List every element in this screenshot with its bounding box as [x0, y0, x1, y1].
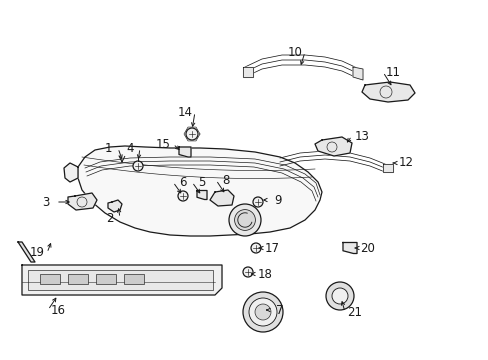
- Polygon shape: [197, 190, 206, 199]
- Polygon shape: [314, 137, 351, 156]
- Text: 21: 21: [347, 306, 362, 319]
- Polygon shape: [342, 243, 356, 253]
- Polygon shape: [352, 67, 362, 80]
- Text: 4: 4: [126, 141, 134, 154]
- Circle shape: [234, 210, 255, 230]
- Circle shape: [185, 128, 198, 140]
- Text: 10: 10: [287, 45, 302, 58]
- Text: 7: 7: [276, 303, 283, 316]
- Circle shape: [252, 197, 263, 207]
- Circle shape: [248, 298, 276, 326]
- Polygon shape: [68, 193, 97, 210]
- Circle shape: [133, 161, 142, 171]
- Polygon shape: [78, 146, 321, 236]
- FancyBboxPatch shape: [28, 270, 213, 290]
- Bar: [40, 274, 60, 284]
- Text: 5: 5: [198, 175, 205, 189]
- Text: 14: 14: [177, 105, 192, 118]
- Polygon shape: [382, 164, 392, 172]
- Circle shape: [178, 191, 187, 201]
- Text: 12: 12: [398, 157, 413, 170]
- Bar: [96, 274, 116, 284]
- Text: 19: 19: [29, 247, 44, 260]
- Text: 6: 6: [179, 175, 186, 189]
- Text: 20: 20: [360, 242, 375, 255]
- Text: 16: 16: [50, 303, 65, 316]
- Circle shape: [250, 243, 261, 253]
- Text: 1: 1: [104, 141, 112, 154]
- Polygon shape: [22, 265, 222, 295]
- Polygon shape: [361, 82, 414, 102]
- Text: 15: 15: [155, 138, 170, 150]
- Polygon shape: [64, 163, 78, 182]
- Text: 8: 8: [222, 174, 229, 186]
- Text: 13: 13: [354, 130, 368, 143]
- Circle shape: [331, 288, 347, 304]
- Text: 11: 11: [385, 66, 400, 78]
- Circle shape: [325, 282, 353, 310]
- Polygon shape: [179, 147, 191, 157]
- Bar: [124, 274, 143, 284]
- Text: 9: 9: [274, 194, 281, 207]
- Bar: [68, 274, 88, 284]
- Polygon shape: [243, 67, 252, 77]
- Text: 3: 3: [42, 195, 50, 208]
- Circle shape: [243, 292, 283, 332]
- Text: 17: 17: [264, 242, 279, 255]
- Circle shape: [243, 267, 252, 277]
- Text: 18: 18: [257, 267, 272, 280]
- Polygon shape: [108, 200, 122, 212]
- Text: 2: 2: [106, 211, 114, 225]
- Circle shape: [228, 204, 261, 236]
- Circle shape: [254, 304, 270, 320]
- Polygon shape: [209, 190, 234, 206]
- Polygon shape: [18, 242, 35, 262]
